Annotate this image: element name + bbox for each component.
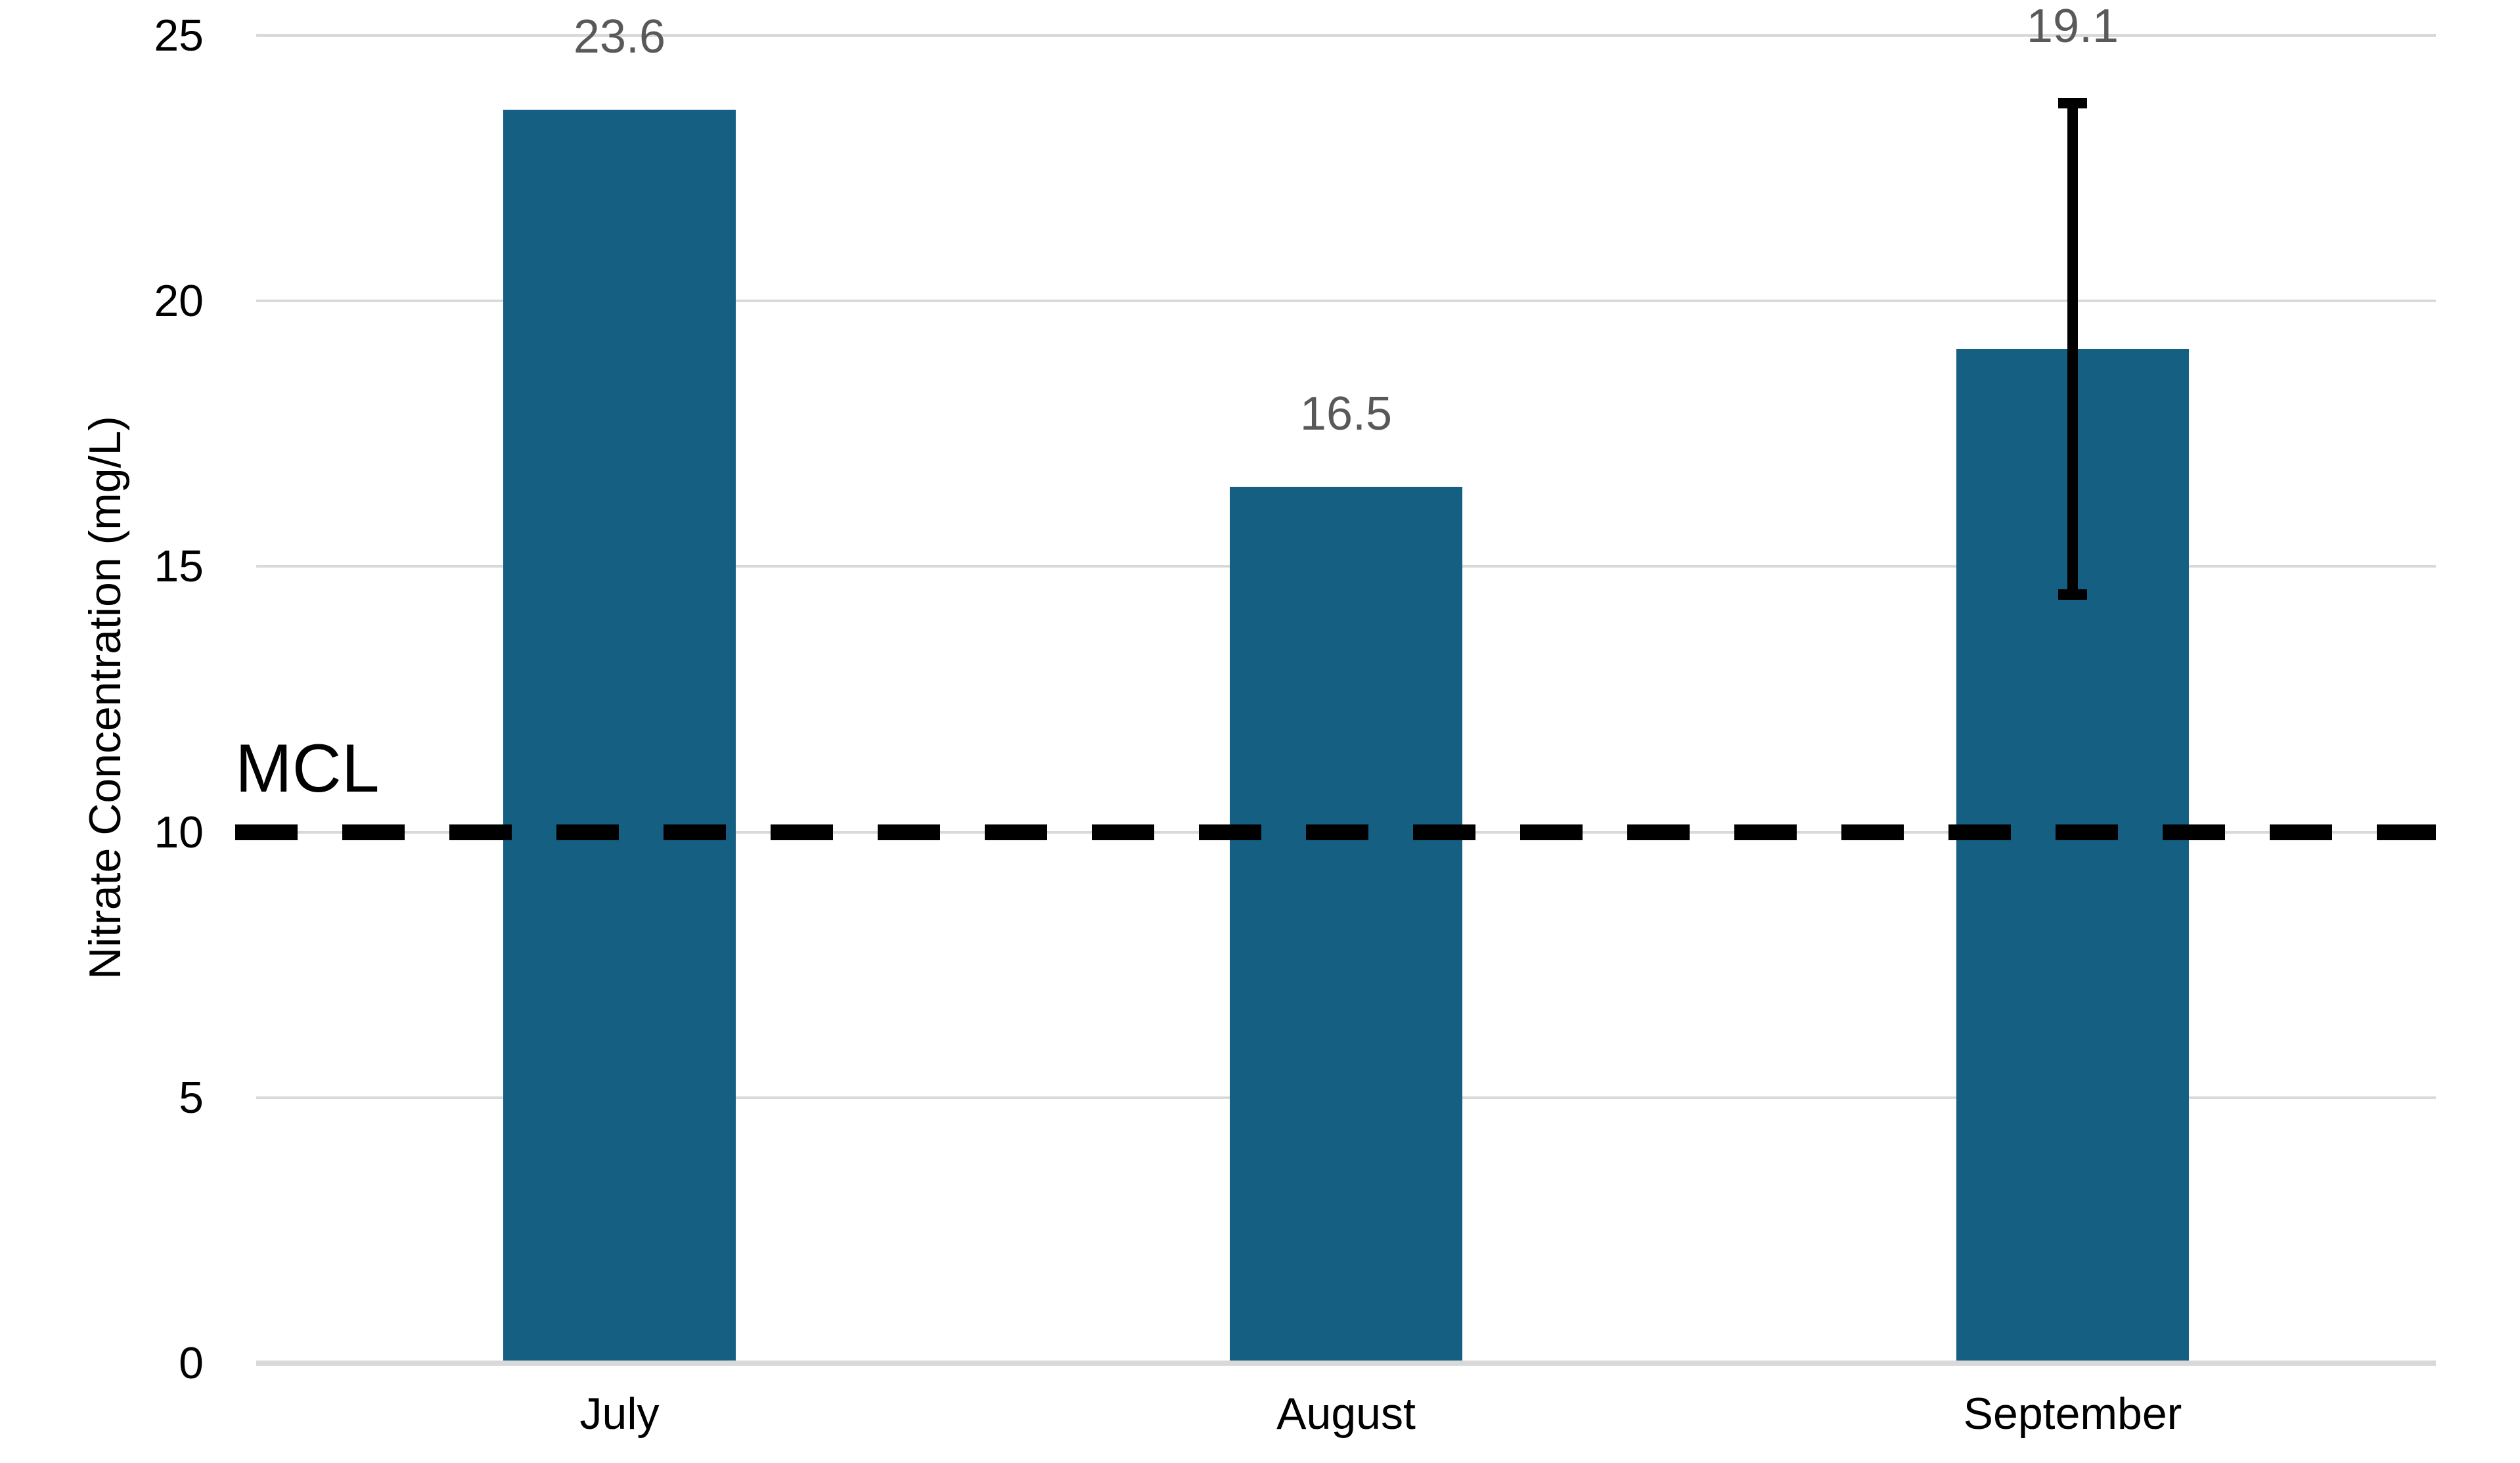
error-bar-cap-bottom-september bbox=[2058, 589, 2087, 600]
gridline-y-25 bbox=[256, 34, 2436, 37]
y-tick-label-5: 5 bbox=[179, 1072, 204, 1123]
y-tick-label-25: 25 bbox=[154, 11, 204, 60]
category-label-september: September bbox=[1963, 1389, 2182, 1439]
category-label-july: July bbox=[579, 1389, 660, 1439]
y-tick-label-10: 10 bbox=[154, 807, 204, 857]
error-bar-september bbox=[2067, 99, 2078, 598]
y-tick-label-15: 15 bbox=[154, 541, 204, 592]
mcl-reference-label: MCL bbox=[235, 731, 380, 807]
plot-area: 23.6 16.5 19.1 bbox=[256, 3, 2436, 1363]
error-bar-cap-top-september bbox=[2058, 98, 2087, 108]
mcl-reference-line bbox=[235, 824, 2436, 840]
y-tick-label-20: 20 bbox=[154, 276, 204, 326]
gridline-y-20 bbox=[256, 300, 2436, 303]
y-axis-title: Nitrate Concentration (mg/L) bbox=[80, 416, 130, 979]
data-label-september: 19.1 bbox=[2026, 0, 2119, 53]
y-tick-label-0: 0 bbox=[179, 1338, 204, 1388]
category-label-august: August bbox=[1276, 1389, 1416, 1439]
x-axis-line bbox=[256, 1361, 2436, 1366]
data-label-july: 23.6 bbox=[573, 11, 666, 64]
data-label-august: 16.5 bbox=[1299, 388, 1393, 441]
bar-july bbox=[503, 110, 736, 1363]
bar-august bbox=[1230, 487, 1462, 1363]
